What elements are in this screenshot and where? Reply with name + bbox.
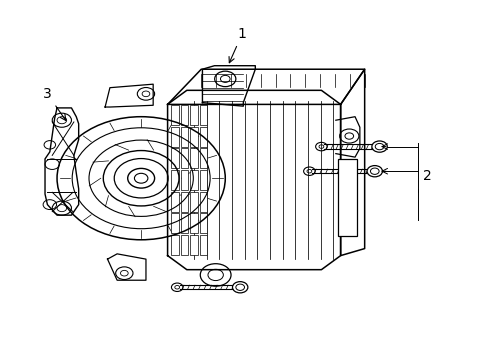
Bar [190, 127, 198, 147]
Bar [171, 213, 178, 233]
Circle shape [366, 166, 382, 177]
Bar [180, 213, 188, 233]
Bar [180, 127, 188, 147]
Bar [171, 105, 178, 125]
Bar [171, 235, 178, 255]
Bar [190, 192, 198, 212]
Bar [200, 127, 207, 147]
Text: 1: 1 [228, 27, 246, 63]
Bar [180, 235, 188, 255]
Bar [200, 170, 207, 190]
Bar [190, 235, 198, 255]
Text: 3: 3 [43, 87, 66, 121]
Bar [171, 170, 178, 190]
Circle shape [232, 282, 247, 293]
Bar [338, 159, 357, 236]
Bar [190, 148, 198, 168]
Bar [190, 105, 198, 125]
Bar [200, 213, 207, 233]
Bar [171, 148, 178, 168]
Bar [171, 127, 178, 147]
Bar [180, 148, 188, 168]
Bar [200, 105, 207, 125]
Bar [180, 105, 188, 125]
Bar [200, 192, 207, 212]
Bar [200, 148, 207, 168]
Text: 2: 2 [423, 170, 431, 184]
Bar [190, 170, 198, 190]
Bar [171, 192, 178, 212]
Bar [180, 192, 188, 212]
Circle shape [371, 141, 386, 152]
Bar [190, 213, 198, 233]
Circle shape [134, 173, 147, 183]
Bar [180, 170, 188, 190]
Bar [200, 235, 207, 255]
